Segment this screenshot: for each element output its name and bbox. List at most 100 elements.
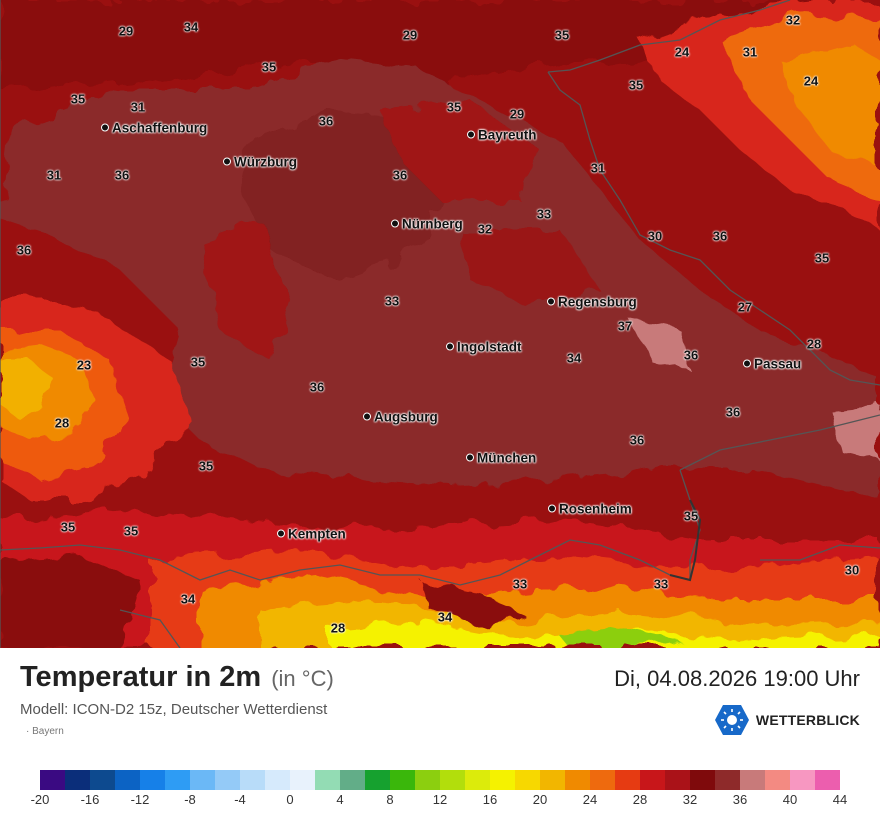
city-dot-icon — [101, 123, 109, 132]
unit-label: (in °C) — [271, 666, 334, 691]
city-dot-icon — [467, 130, 475, 139]
color-scale-swatch — [390, 770, 415, 790]
temperature-value: 34 — [566, 350, 582, 366]
temperature-value: 31 — [46, 167, 62, 183]
temperature-value: 27 — [737, 299, 753, 315]
color-scale-swatch — [715, 770, 740, 790]
color-scale-swatch — [615, 770, 640, 790]
temperature-value: 23 — [76, 357, 92, 373]
color-scale-tick: -4 — [234, 792, 246, 807]
temperature-value: 30 — [844, 562, 860, 578]
color-scale-swatch — [365, 770, 390, 790]
city-name: Regensburg — [558, 294, 637, 310]
city-name: Aschaffenburg — [112, 120, 208, 136]
city-marker: Ingolstadt — [446, 340, 522, 355]
forecast-datetime: Di, 04.08.2026 19:00 Uhr — [614, 666, 860, 691]
temperature-value: 28 — [806, 336, 822, 352]
wetterblick-logo-icon — [714, 705, 749, 735]
temperature-value: 33 — [653, 576, 669, 592]
color-scale-tick: 8 — [386, 792, 394, 807]
city-marker: Kempten — [277, 527, 346, 542]
temperature-value: 35 — [60, 519, 76, 535]
temperature-value: 28 — [54, 415, 70, 431]
temperature-value: 33 — [536, 206, 552, 222]
region-name: Bayern — [32, 726, 64, 737]
temperature-value: 31 — [130, 99, 146, 115]
color-scale-swatch — [490, 770, 515, 790]
color-scale-swatch — [340, 770, 365, 790]
color-scale-tick: 16 — [482, 792, 498, 807]
temperature-value: 29 — [509, 106, 525, 122]
color-scale-swatch — [665, 770, 690, 790]
city-dot-icon — [223, 157, 231, 166]
color-scale-tick: 36 — [732, 792, 748, 807]
color-scale-tick: 24 — [582, 792, 598, 807]
temperature-value: 31 — [742, 44, 758, 60]
temperature-value: 35 — [814, 250, 830, 266]
color-scale-tick: -8 — [184, 792, 196, 807]
temperature-value: 36 — [712, 228, 728, 244]
city-name: Passau — [754, 356, 802, 372]
color-scale-swatch — [115, 770, 140, 790]
city-dot-icon — [446, 342, 454, 351]
temperature-value: 35 — [261, 59, 277, 75]
region-label: · Bayern — [26, 726, 64, 737]
temperature-value: 35 — [123, 523, 139, 539]
temperature-value: 35 — [198, 458, 214, 474]
temperature-value: 24 — [803, 73, 819, 89]
color-scale-ticks: -20 -16 -12 -8 -4 0 4 8 12 16 20 24 28 32 36 40 44 — [31, 792, 848, 808]
city-name: Rosenheim — [559, 501, 632, 517]
city-name: Nürnberg — [402, 216, 463, 232]
city-dot-icon — [548, 504, 556, 513]
temperature-value: 34 — [437, 609, 453, 625]
temperature-value: 35 — [628, 77, 644, 93]
temperature-value: 35 — [683, 508, 699, 524]
color-scale-swatch — [65, 770, 90, 790]
temperature-value: 29 — [118, 23, 134, 39]
city-dot-icon — [391, 219, 399, 228]
temperature-value: 31 — [590, 160, 606, 176]
color-scale-swatch — [140, 770, 165, 790]
color-scale-swatch — [215, 770, 240, 790]
temperature-value: 35 — [554, 27, 570, 43]
city-marker: Bayreuth — [467, 128, 537, 143]
temperature-value: 33 — [384, 293, 400, 309]
temperature-value: 32 — [785, 12, 801, 28]
color-scale-swatch — [315, 770, 340, 790]
color-scale-tick: 40 — [782, 792, 798, 807]
color-scale-swatch — [265, 770, 290, 790]
color-scale-swatch — [440, 770, 465, 790]
color-scale-swatch — [165, 770, 190, 790]
color-scale-swatch — [765, 770, 790, 790]
temperature-value: 29 — [402, 27, 418, 43]
color-scale-swatch — [90, 770, 115, 790]
temperature-map: 29 34 29 35 32 24 31 35 35 24 35 31 35 29 36 31 36 36 31 33… — [0, 0, 880, 648]
city-marker: Würzburg — [223, 155, 297, 170]
color-scale-swatch — [640, 770, 665, 790]
city-name: Bayreuth — [478, 127, 537, 143]
temperature-value: 24 — [674, 44, 690, 60]
color-scale-swatch — [40, 770, 65, 790]
temperature-value: 35 — [190, 354, 206, 370]
temperature-value: 36 — [629, 432, 645, 448]
temperature-value: 37 — [617, 318, 633, 334]
color-scale-tick: -16 — [80, 792, 100, 807]
temperature-value: 33 — [512, 576, 528, 592]
brand-logo[interactable]: WETTERBLICK — [714, 704, 860, 736]
color-scale-swatch — [565, 770, 590, 790]
color-scale-tick: 12 — [432, 792, 448, 807]
temperature-field — [0, 0, 880, 648]
temperature-value: 32 — [477, 221, 493, 237]
color-scale-tick: 44 — [832, 792, 848, 807]
city-dot-icon — [547, 297, 555, 306]
city-marker: Nürnberg — [391, 217, 463, 232]
color-scale-swatch — [590, 770, 615, 790]
temperature-value: 36 — [318, 113, 334, 129]
map-footer: Temperatur in 2m (in °C) Modell: ICON-D2 … — [0, 648, 880, 830]
temperature-value: 34 — [180, 591, 196, 607]
title-text: Temperatur in 2m — [20, 661, 262, 693]
city-marker: Rosenheim — [548, 502, 632, 517]
color-scale-tick: 20 — [532, 792, 548, 807]
color-scale-swatch — [690, 770, 715, 790]
color-scale-swatch — [465, 770, 490, 790]
